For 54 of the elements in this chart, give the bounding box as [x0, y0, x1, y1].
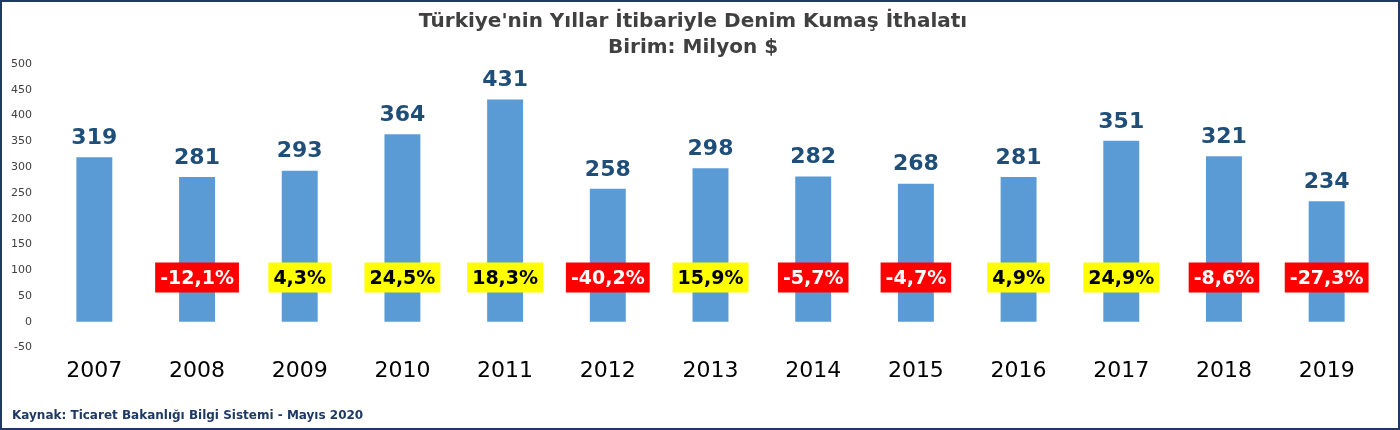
data-label: 258: [584, 155, 631, 181]
y-tick-label: -50: [14, 340, 32, 354]
y-tick-label: 400: [11, 108, 32, 122]
data-label: 281: [174, 143, 220, 169]
x-tick-label: 2010: [374, 356, 431, 382]
annotation: -8,6%: [1193, 265, 1255, 288]
y-tick-label: 100: [11, 263, 32, 277]
y-tick-label: 300: [11, 159, 32, 173]
y-tick-label: 200: [11, 211, 32, 225]
x-tick-label: 2015: [887, 356, 944, 382]
data-label: 293: [276, 137, 323, 163]
x-tick-label: 2011: [477, 356, 534, 382]
x-tick-label: 2008: [169, 356, 226, 382]
data-label: 351: [1098, 107, 1145, 133]
y-tick-label: 0: [25, 314, 32, 328]
annotation: -5,7%: [782, 265, 844, 288]
x-tick-label: 2013: [682, 356, 739, 382]
x-tick-label: 2018: [1195, 356, 1252, 382]
y-tick-label: 250: [11, 185, 32, 199]
x-tick-label: 2016: [990, 356, 1047, 382]
annotation: 4,3%: [273, 265, 327, 288]
x-tick-label: 2014: [785, 356, 842, 382]
annotation: 18,3%: [472, 265, 539, 288]
annotation: 24,5%: [369, 265, 436, 288]
y-tick-label: 500: [11, 56, 32, 70]
x-tick-label: 2009: [271, 356, 328, 382]
annotation: 15,9%: [677, 265, 744, 288]
data-label: 268: [892, 150, 939, 176]
x-tick-label: 2007: [66, 356, 123, 382]
data-label: 234: [1303, 167, 1350, 193]
data-label: 321: [1200, 123, 1247, 149]
annotation: 4,9%: [992, 265, 1045, 288]
y-tick-label: 450: [11, 82, 32, 96]
annotation: -40,2%: [570, 265, 645, 288]
y-tick-label: 350: [11, 134, 32, 148]
text: Kaynak: Ticaret Bakanlığı Bilgi Sistemi - Mayıs 2020: [12, 408, 364, 423]
data-label: 431: [482, 66, 529, 92]
x-tick-label: 2017: [1093, 356, 1150, 382]
chart-subtitle: Birim: Milyon $: [607, 34, 779, 59]
data-label: 281: [995, 143, 1042, 169]
y-tick-label: 50: [18, 288, 32, 302]
data-label: 319: [71, 124, 118, 150]
bar: [76, 157, 113, 322]
y-tick-label: 150: [11, 237, 32, 251]
data-label: 298: [687, 134, 734, 160]
annotation: 24,9%: [1088, 265, 1155, 288]
annotation: -4,7%: [885, 265, 947, 288]
data-label: 282: [790, 143, 837, 169]
x-tick-label: 2019: [1298, 356, 1355, 382]
x-tick-label: 2012: [579, 356, 636, 382]
annotation: -12,1%: [160, 265, 234, 288]
chart-title: Türkiye'nin Yıllar İtibariyle Denim Kumaş İthalatı: [418, 8, 968, 33]
data-label: 364: [379, 100, 426, 126]
annotation: -27,3%: [1289, 265, 1364, 288]
